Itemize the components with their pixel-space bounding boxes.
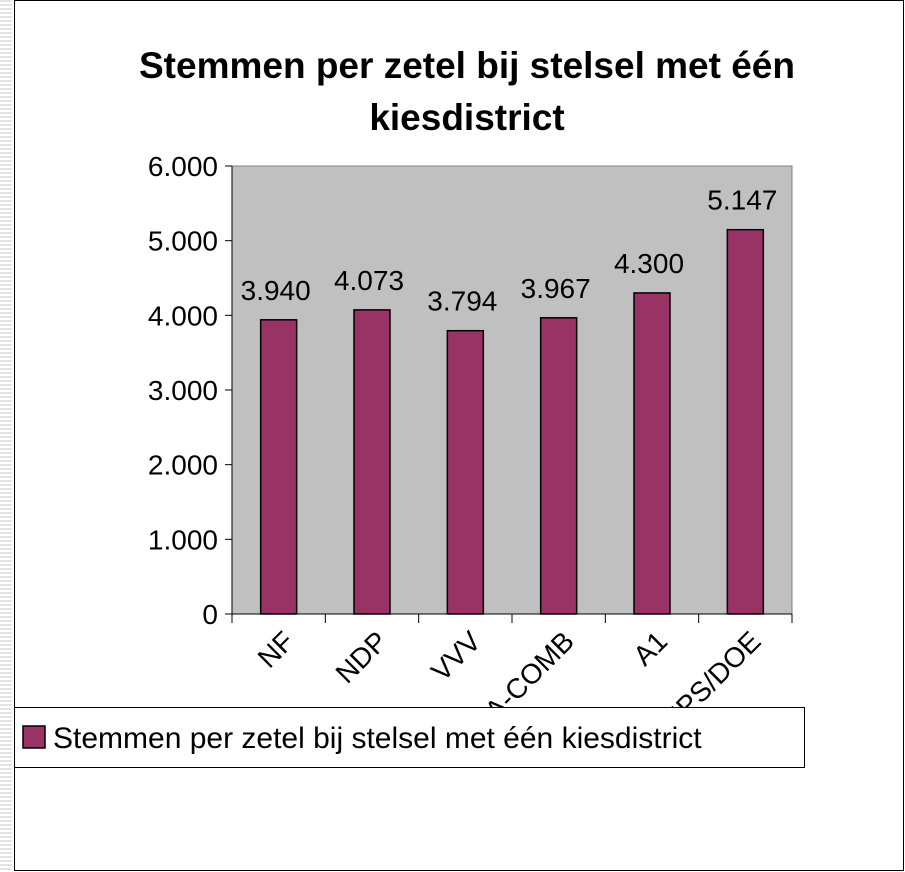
- data-label: 5.147: [707, 185, 777, 216]
- bar: [353, 309, 391, 615]
- legend-label: Stemmen per zetel bij stelsel met één ki…: [53, 722, 702, 755]
- side-strip: [0, 0, 12, 872]
- data-label: 4.073: [334, 265, 404, 296]
- y-tick-label: 2.000: [148, 450, 218, 481]
- bar: [259, 319, 298, 615]
- data-label: 3.967: [521, 273, 591, 304]
- y-tick-label: 1.000: [148, 524, 218, 555]
- bar: [726, 228, 765, 615]
- chart-title: Stemmen per zetel bij stelsel met één ki…: [139, 45, 795, 138]
- legend-box: [14, 707, 805, 768]
- bar: [446, 329, 485, 615]
- plot-area: [231, 165, 793, 615]
- y-tick-label: 3.000: [148, 375, 218, 406]
- data-label: 4.300: [614, 248, 684, 279]
- bar: [633, 292, 671, 615]
- y-tick-label: 6.000: [148, 151, 218, 182]
- y-tick-label: 4.000: [148, 300, 218, 331]
- y-tick-label: 0: [202, 599, 218, 630]
- data-label: 3.940: [241, 275, 311, 306]
- bar: [539, 317, 578, 615]
- y-tick-label: 5.000: [148, 226, 218, 257]
- legend-swatch: [22, 725, 46, 749]
- data-label: 3.794: [427, 286, 497, 317]
